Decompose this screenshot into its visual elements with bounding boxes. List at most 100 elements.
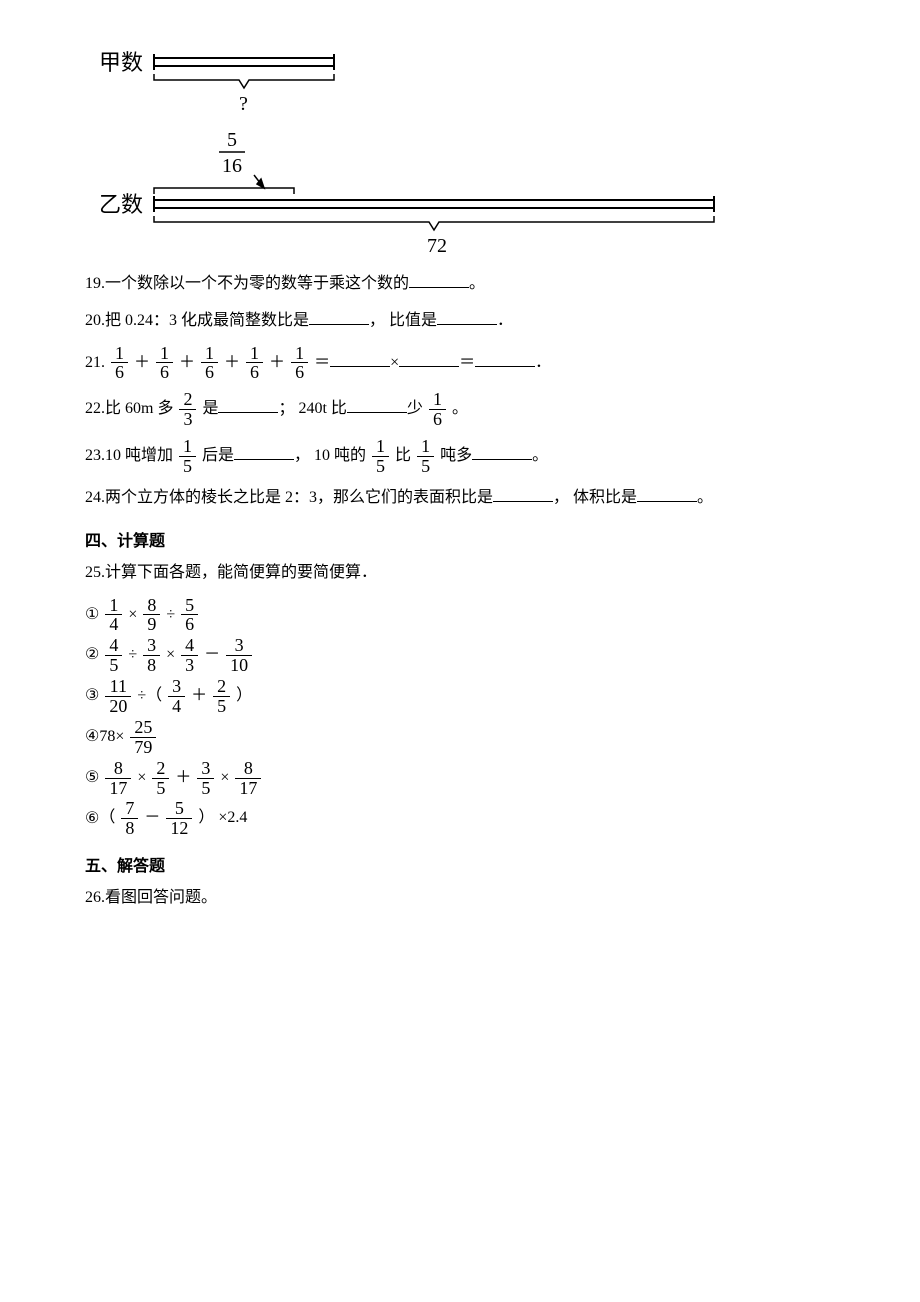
q19-prefix: 19.一个数除以一个不为零的数等于乘这个数的 [85, 275, 409, 292]
q25-5op2: ＋ [175, 769, 191, 786]
q25-6b: 512 [166, 799, 192, 838]
q24-prefix: 24.两个立方体的棱长之比是 2：3，那么它们的表面积比是 [85, 489, 493, 506]
q25-item3: ③ 1120 ÷（ 34 ＋ 25 ） [85, 677, 835, 716]
q23: 23.10 吨增加 15 后是 ， 10 吨的 15 比 15 吨多 。 [85, 437, 835, 476]
q25-5op1: × [137, 769, 146, 786]
q20: 20.把 0.24：3 化成最简整数比是 ， 比值是 ． [85, 307, 835, 336]
q25-6a: 78 [121, 799, 138, 838]
q25-item4: ④78× 2579 [85, 718, 835, 757]
q19-suffix: 。 [469, 275, 485, 292]
q23-bfrac2: 15 [417, 437, 434, 476]
q23-blank1 [234, 443, 294, 460]
q23-bsuffix1: 吨多 [440, 447, 472, 464]
q25-2op1: ÷ [128, 646, 137, 663]
q25-3a: 1120 [105, 677, 131, 716]
q25-5a: 817 [105, 759, 131, 798]
yi-total-label: 72 [427, 235, 447, 257]
q25-6open: （ [99, 810, 115, 827]
q21-blank3 [475, 350, 535, 367]
q25-n4: ④ [85, 723, 99, 752]
q25-1b: 89 [143, 596, 160, 635]
q25-item1: ① 14 × 89 ÷ 56 [85, 596, 835, 635]
diagram-svg: 甲数 ? 5 16 [99, 40, 739, 260]
q25-item6: ⑥（ 78 － 512 ） ×2.4 [85, 799, 835, 838]
section4-heading: 四、计算题 [85, 527, 835, 551]
q23-bfrac1: 15 [372, 437, 389, 476]
q21-frac5: 16 [291, 344, 308, 383]
q25-3op1: ÷（ [137, 687, 162, 704]
q20-prefix: 20.把 0.24：3 化成最简整数比是 [85, 312, 309, 329]
q25-3close: ） [236, 687, 252, 704]
q22-aprefix: 22.比 60m 多 [85, 400, 177, 417]
q20-blank2 [437, 308, 497, 325]
q21-eq1: ＝ [314, 354, 330, 371]
q25-item5: ⑤ 817 × 25 ＋ 35 × 817 [85, 759, 835, 798]
q20-blank1 [309, 308, 369, 325]
q24-suffix: 。 [697, 489, 713, 506]
q25-1a: 14 [105, 596, 122, 635]
q23-afrac: 15 [179, 437, 196, 476]
svg-text:5: 5 [227, 129, 237, 151]
svg-text:16: 16 [222, 155, 242, 177]
q25-2op2: × [166, 646, 175, 663]
q21-times: × [390, 354, 399, 371]
q22: 22.比 60m 多 23 是； 240t 比少 16 。 [85, 390, 835, 429]
q21: 21. 16 ＋ 16 ＋ 16 ＋ 16 ＋ 16 ＝×＝． [85, 344, 835, 383]
q23-amid: 后是 [202, 447, 234, 464]
q25-n6: ⑥ [85, 805, 99, 834]
q25-6op1: － [144, 810, 160, 827]
q21-suffix: ． [535, 354, 551, 371]
q24: 24.两个立方体的棱长之比是 2：3，那么它们的表面积比是 ， 体积比是 。 [85, 484, 835, 513]
q22-blank1 [218, 396, 278, 413]
q25-2b: 38 [143, 636, 160, 675]
q21-blank1 [330, 350, 390, 367]
q23-aprefix: 23.10 吨增加 [85, 447, 177, 464]
q25-2d: 310 [226, 636, 252, 675]
q25-1op2: ÷ [166, 606, 175, 623]
yi-partial-overbrace [154, 188, 294, 194]
jia-question-mark: ? [239, 93, 248, 115]
q25-3c: 25 [213, 677, 230, 716]
partial-fraction: 5 16 [219, 129, 245, 177]
q21-blank2 [399, 350, 459, 367]
yi-underbrace [154, 216, 714, 230]
q25-n2: ② [85, 641, 99, 670]
q25-6tail: ×2.4 [214, 810, 247, 827]
q23-bprefix: ， 10 吨的 [294, 447, 370, 464]
q21-frac4: 16 [246, 344, 263, 383]
q21-prefix: 21. [85, 354, 105, 371]
q22-blank2 [347, 396, 407, 413]
label-jia: 甲数 [99, 50, 143, 75]
q21-plus2: ＋ [179, 354, 195, 371]
q25-intro: 25.计算下面各题，能简便算的要简便算． [85, 559, 835, 588]
q22-bsuffix: 。 [452, 400, 468, 417]
q25-5b: 25 [152, 759, 169, 798]
q24-blank2 [637, 485, 697, 502]
q26: 26.看图回答问题。 [85, 884, 835, 913]
q25-5op3: × [220, 769, 229, 786]
q22-asuffix: ； 240t 比 [278, 400, 346, 417]
q24-blank1 [493, 485, 553, 502]
yi-bar [154, 196, 714, 212]
q19: 19.一个数除以一个不为零的数等于乘这个数的 。 [85, 270, 835, 299]
q25-3b: 34 [168, 677, 185, 716]
q20-mid: ， 比值是 [369, 312, 437, 329]
q25-list: ① 14 × 89 ÷ 56 ② 45 ÷ 38 × 43 － 310 ③ 11… [85, 596, 835, 839]
q23-bmid: 比 [395, 447, 415, 464]
q19-blank [409, 271, 469, 288]
jia-underbrace [154, 74, 334, 88]
fraction-pointer [254, 175, 264, 188]
q25-2c: 43 [181, 636, 198, 675]
q21-plus1: ＋ [134, 354, 150, 371]
label-yi: 乙数 [99, 192, 143, 217]
q22-afrac: 23 [179, 390, 196, 429]
q25-1c: 56 [181, 596, 198, 635]
q25-n1: ① [85, 601, 99, 630]
q21-plus4: ＋ [269, 354, 285, 371]
q20-suffix: ． [497, 312, 513, 329]
q25-n3: ③ [85, 682, 99, 711]
q24-mid: ， 体积比是 [553, 489, 637, 506]
diagram-container: 甲数 ? 5 16 [99, 40, 739, 260]
q23-bsuffix2: 。 [532, 447, 548, 464]
q25-2a: 45 [105, 636, 122, 675]
